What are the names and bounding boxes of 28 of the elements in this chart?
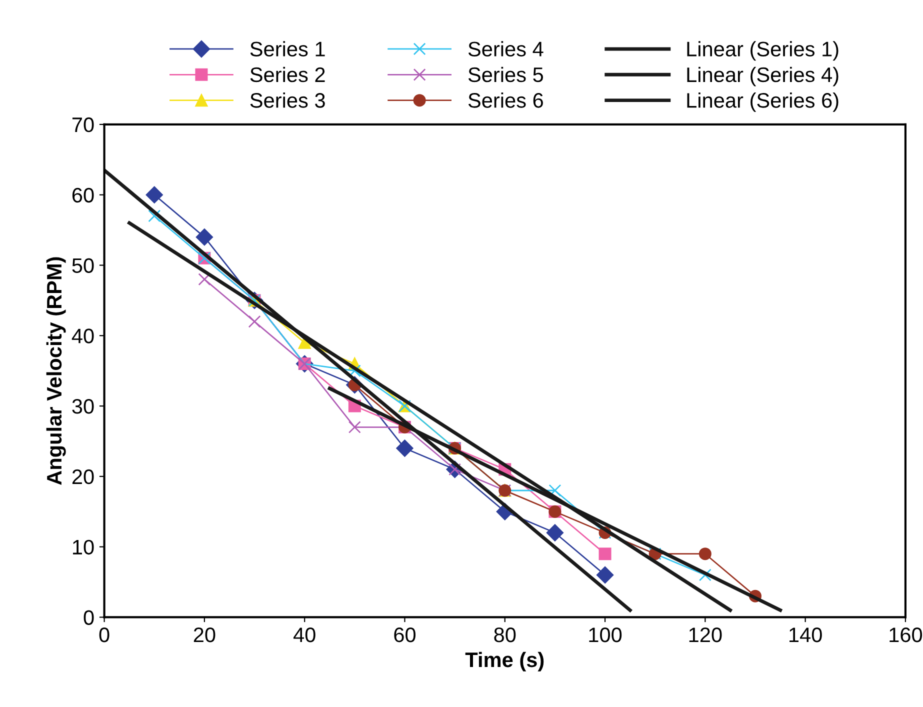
y-axis-title: Angular Velocity (RPM)	[46, 257, 66, 485]
x-tick-label: 80	[494, 627, 516, 642]
y-tick-label: 40	[72, 328, 94, 344]
legend-label: Linear (Series 6)	[687, 92, 838, 112]
legend-label: Series 6	[468, 92, 543, 108]
x-tick-label: 160	[890, 627, 922, 642]
x-tick-label: 0	[99, 627, 110, 642]
legend-label: Series 1	[250, 41, 325, 56]
y-tick-label: 30	[72, 399, 94, 414]
legend-label: Series 3	[250, 92, 325, 108]
legend-label: Linear (Series 1)	[687, 41, 838, 61]
legend-label: Series 5	[468, 66, 544, 82]
x-tick-label: 100	[589, 627, 622, 642]
legend-label: Linear (Series 4)	[687, 66, 838, 86]
y-tick-label: 60	[72, 188, 94, 203]
y-tick-label: 70	[72, 117, 94, 132]
x-axis-title: Time (s)	[465, 652, 544, 672]
y-tick-label: 10	[72, 540, 94, 555]
x-tick-label: 140	[790, 627, 822, 642]
legend-label: Series 4	[468, 41, 544, 56]
x-tick-label: 20	[194, 627, 216, 642]
x-tick-label: 60	[394, 627, 416, 642]
y-tick-label: 50	[72, 258, 94, 273]
legend-label: Series 2	[250, 66, 325, 82]
y-tick-label: 0	[84, 610, 94, 625]
x-tick-label: 120	[689, 627, 722, 642]
y-tick-label: 20	[72, 469, 94, 484]
x-tick-label: 40	[293, 627, 316, 642]
